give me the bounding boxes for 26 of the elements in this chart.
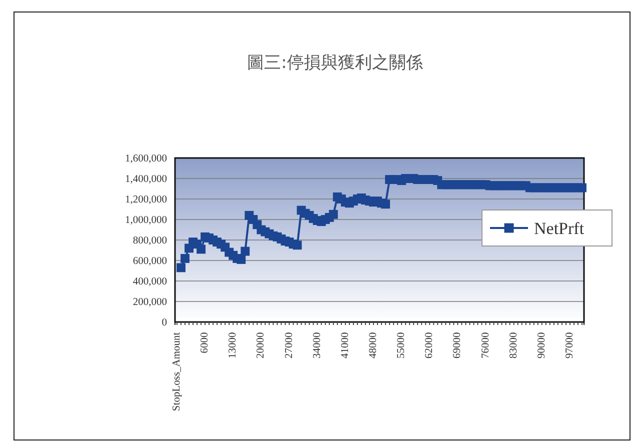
y-tick-label: 1,600,000 xyxy=(125,153,167,164)
legend-label: NetPrft xyxy=(534,219,584,238)
y-tick-label: 0 xyxy=(162,317,167,328)
y-tick-label: 1,400,000 xyxy=(125,174,167,185)
x-tick-label: 97000 xyxy=(564,332,576,359)
x-tick-label: 41000 xyxy=(340,332,351,359)
x-tick-label: 83000 xyxy=(508,332,520,359)
x-tick-label: 13000 xyxy=(228,332,239,359)
y-tick-label: 200,000 xyxy=(132,296,167,308)
x-tick-label: 34000 xyxy=(312,332,323,359)
x-tick-label: StopLoss_Amount xyxy=(172,332,183,412)
chart-title: 圖三:停損與獲利之關係 xyxy=(247,53,423,73)
x-tick-label: 20000 xyxy=(256,332,267,359)
y-tick-label: 400,000 xyxy=(132,276,167,288)
y-tick-label: 1,200,000 xyxy=(125,194,167,206)
x-tick-label: 69000 xyxy=(452,332,464,359)
x-tick-label: 48000 xyxy=(368,332,379,359)
y-tick-label: 800,000 xyxy=(132,235,167,246)
x-tick-label: 55000 xyxy=(396,332,408,359)
y-tick-label: 1,000,000 xyxy=(125,214,167,226)
x-tick-label: 90000 xyxy=(536,332,548,359)
x-tick-label: 6000 xyxy=(200,332,211,354)
x-tick-label: 76000 xyxy=(480,332,492,359)
y-tick-label: 600,000 xyxy=(132,256,167,267)
x-tick-label: 62000 xyxy=(424,332,436,359)
x-tick-label: 27000 xyxy=(284,332,295,359)
